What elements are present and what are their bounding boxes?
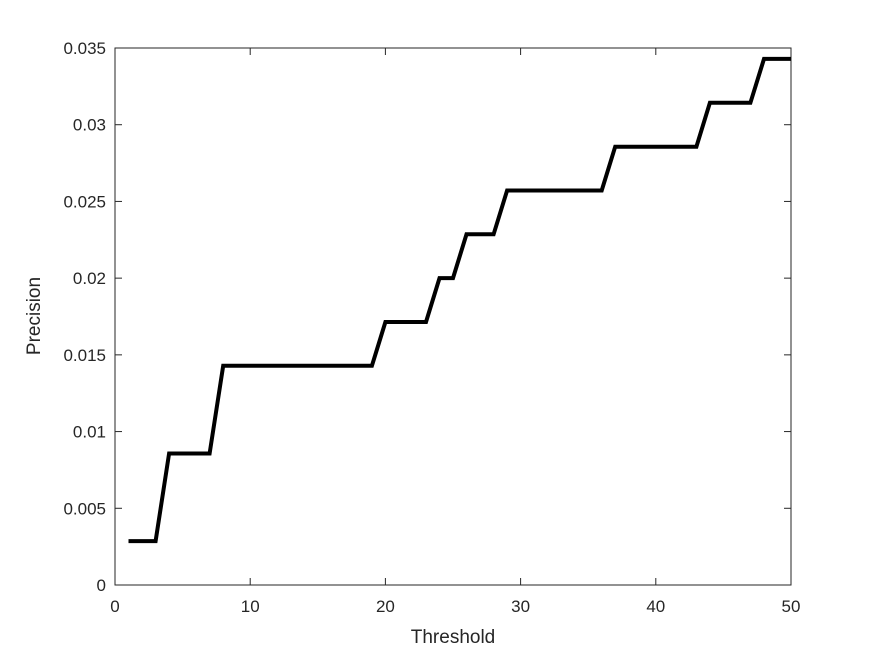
x-tick-label: 10	[241, 597, 260, 616]
axes-box	[114, 47, 792, 586]
y-tick-label: 0.015	[63, 346, 106, 365]
y-tick-label: 0.01	[73, 423, 106, 442]
y-tick-label: 0.035	[63, 39, 106, 58]
x-tick-label: 0	[110, 597, 119, 616]
y-tick-label: 0.02	[73, 269, 106, 288]
y-tick-label: 0.03	[73, 116, 106, 135]
y-axis-ticks: 0 0.005 0.01 0.015 0.02 0.025 0.03 0.035	[63, 39, 791, 595]
y-tick-label: 0	[97, 576, 106, 595]
y-tick-label: 0.025	[63, 192, 106, 211]
plot-area	[115, 48, 791, 585]
x-tick-label: 40	[646, 597, 665, 616]
x-tick-label: 50	[782, 597, 801, 616]
y-tick-label: 0.005	[63, 499, 106, 518]
x-tick-label: 30	[511, 597, 530, 616]
series-layer	[128, 56, 792, 544]
axes-frame	[114, 47, 792, 586]
x-tick-label: 20	[376, 597, 395, 616]
series-line	[128, 56, 791, 544]
y-axis-label: Precision	[24, 277, 45, 355]
x-axis-label: Threshold	[411, 627, 496, 648]
x-axis-ticks: 0 10 20 30 40 50	[110, 48, 800, 616]
